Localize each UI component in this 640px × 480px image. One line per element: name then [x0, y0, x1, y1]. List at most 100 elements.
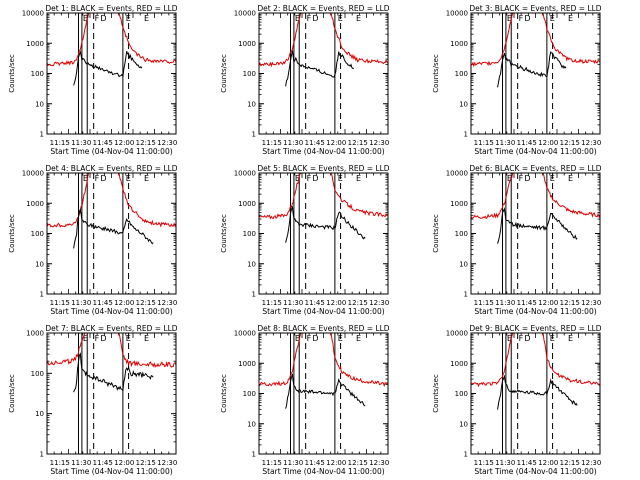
plot-frame	[470, 12, 601, 135]
marker-letter: E	[83, 174, 88, 183]
y-tick-label: 1000	[26, 330, 44, 338]
x-tick-label: 11:45	[93, 139, 113, 147]
x-tick-label: 12:00	[114, 459, 134, 467]
marker-letter: E	[144, 174, 149, 183]
marker-letter: F	[519, 334, 524, 343]
y-axis-label: Counts/sec	[432, 214, 440, 253]
x-tick-label: 12:30	[157, 139, 177, 147]
x-tick-label: 12:15	[348, 459, 368, 467]
panel-4: Det 4: BLACK = Events, RED = LLD Counts/s…	[8, 164, 178, 316]
x-tick-label: 12:15	[136, 459, 156, 467]
x-tick-label: 11:45	[93, 459, 113, 467]
y-axis-label: Counts/sec	[432, 374, 440, 413]
x-tick-label: 11:15	[50, 139, 70, 147]
x-tick-label: 12:30	[581, 459, 601, 467]
marker-letter: D	[100, 174, 106, 183]
y-tick-label: 1000	[238, 200, 256, 208]
x-tick-label: 12:00	[538, 459, 558, 467]
marker-letter: D	[524, 174, 530, 183]
marker-letter: D	[524, 334, 530, 343]
x-tick-label: 12:00	[326, 139, 346, 147]
series-events	[497, 51, 567, 88]
y-tick-label: 1	[252, 291, 256, 299]
x-tick-label: 11:15	[262, 299, 282, 307]
marker-letter: D	[312, 174, 318, 183]
marker-letter: D	[100, 14, 106, 23]
marker-letter: F	[307, 174, 312, 183]
x-axis-label: Start Time (04-Nov-04 11:00:00)	[474, 147, 596, 156]
plot-frame	[46, 172, 177, 295]
marker-letter: E	[83, 14, 88, 23]
x-axis-label: Start Time (04-Nov-04 11:00:00)	[474, 467, 596, 476]
x-tick-label: 11:45	[93, 299, 113, 307]
series-events	[285, 50, 355, 87]
x-tick-label: 11:30	[283, 299, 303, 307]
series-events	[285, 206, 366, 243]
marker-letter: F	[95, 174, 100, 183]
y-tick-label: 1	[40, 131, 44, 139]
x-tick-label: 11:15	[50, 459, 70, 467]
x-axis-label: Start Time (04-Nov-04 11:00:00)	[50, 307, 172, 316]
panel-6: Det 6: BLACK = Events, RED = LLD Counts/s…	[432, 164, 602, 316]
y-tick-label: 1	[252, 451, 256, 459]
x-tick-label: 11:30	[71, 139, 91, 147]
y-tick-label: 10	[459, 420, 468, 428]
x-axis-label: Start Time (04-Nov-04 11:00:00)	[262, 307, 384, 316]
x-tick-label: 11:15	[262, 459, 282, 467]
y-tick-label: 1000	[238, 360, 256, 368]
y-tick-label: 100	[455, 230, 468, 238]
plot-frame	[258, 12, 389, 135]
x-tick-label: 12:15	[560, 459, 580, 467]
marker-letter: E	[338, 14, 343, 23]
y-tick-label: 10	[459, 100, 468, 108]
y-tick-label: 100	[31, 230, 44, 238]
x-tick-label: 11:30	[495, 139, 515, 147]
series-events	[73, 352, 154, 393]
marker-letter: D	[312, 14, 318, 23]
x-tick-label: 12:00	[114, 299, 134, 307]
y-tick-label: 1	[464, 131, 468, 139]
y-axis-label: Counts/sec	[8, 374, 16, 413]
y-tick-label: 1000	[26, 200, 44, 208]
marker-letter: E	[295, 174, 300, 183]
x-tick-label: 11:30	[495, 299, 515, 307]
plot-frame	[258, 332, 389, 455]
panel-1: Det 1: BLACK = Events, RED = LLD Counts/s…	[8, 4, 178, 156]
y-tick-label: 10	[459, 260, 468, 268]
marker-letter: E	[568, 174, 573, 183]
y-axis-label: Counts/sec	[8, 54, 16, 93]
x-tick-label: 11:15	[474, 459, 494, 467]
marker-letter: D	[524, 14, 530, 23]
y-tick-label: 1000	[450, 200, 468, 208]
x-tick-label: 12:15	[560, 139, 580, 147]
panel-title: Det 2: BLACK = Events, RED = LLD	[257, 4, 389, 13]
x-tick-label: 12:30	[369, 459, 389, 467]
marker-letter: E	[507, 174, 512, 183]
y-tick-label: 1	[40, 291, 44, 299]
marker-letter: E	[126, 14, 131, 23]
panel-title: Det 8: BLACK = Events, RED = LLD	[257, 324, 389, 333]
y-tick-label: 100	[243, 70, 256, 78]
marker-letter: E	[144, 334, 149, 343]
x-tick-label: 12:00	[538, 299, 558, 307]
panel-title: Det 4: BLACK = Events, RED = LLD	[45, 164, 177, 173]
y-tick-label: 100	[455, 390, 468, 398]
panel-2: Det 2: BLACK = Events, RED = LLD Counts/s…	[220, 4, 390, 156]
x-axis-label: Start Time (04-Nov-04 11:00:00)	[50, 467, 172, 476]
x-axis-label: Start Time (04-Nov-04 11:00:00)	[262, 467, 384, 476]
marker-letter: E	[356, 174, 361, 183]
marker-letter: D	[100, 334, 106, 343]
x-tick-label: 11:30	[71, 299, 91, 307]
x-tick-label: 12:00	[114, 139, 134, 147]
y-axis-label: Counts/sec	[220, 54, 228, 93]
y-tick-label: 1000	[450, 40, 468, 48]
x-tick-label: 12:15	[348, 139, 368, 147]
y-tick-label: 1	[464, 291, 468, 299]
marker-letter: F	[307, 14, 312, 23]
y-tick-label: 1	[40, 451, 44, 459]
series-events	[73, 49, 143, 86]
y-tick-label: 10000	[234, 330, 256, 338]
y-tick-label: 10000	[22, 170, 44, 178]
x-tick-label: 11:15	[50, 299, 70, 307]
y-tick-label: 1000	[450, 360, 468, 368]
